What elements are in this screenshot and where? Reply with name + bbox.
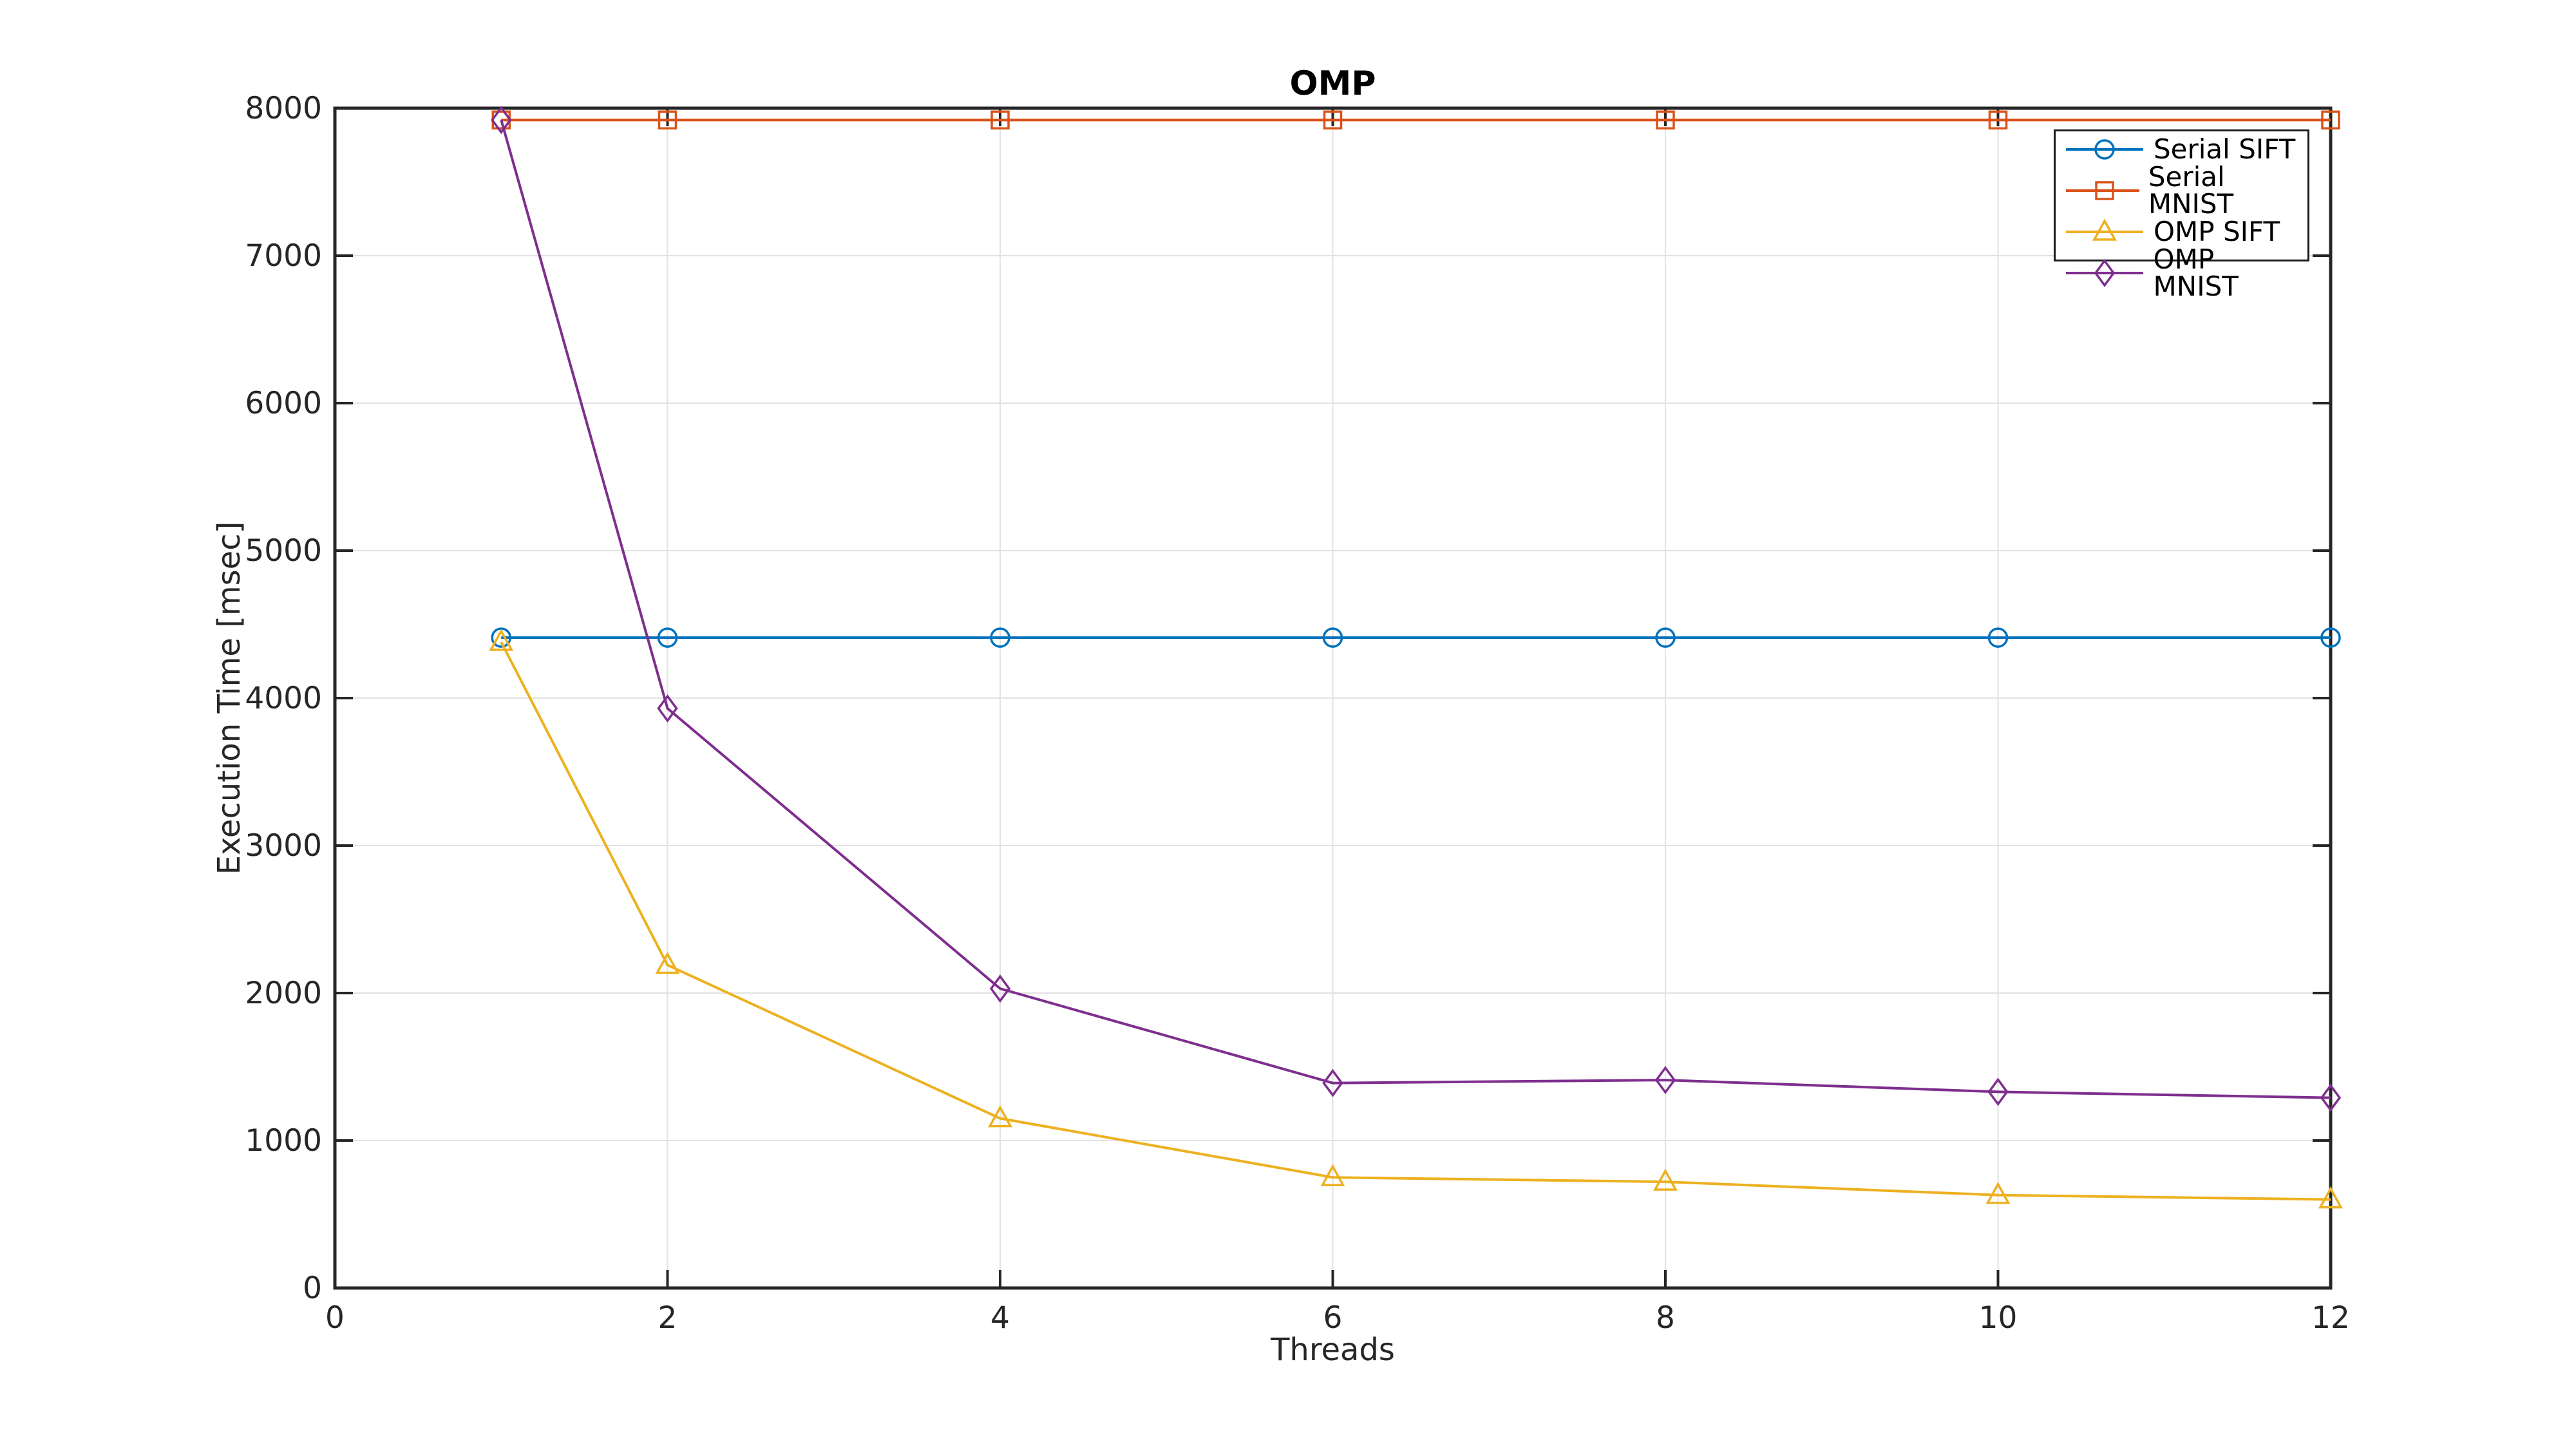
x-tick-label: 12 [2311, 1300, 2350, 1336]
series-omp-mnist [491, 106, 2342, 1112]
y-tick-label: 4000 [245, 681, 322, 716]
legend-sample-square-icon [2066, 181, 2139, 200]
y-tick-label: 5000 [245, 533, 322, 569]
series-serial-mnist [491, 110, 2340, 130]
y-tick-label: 3000 [245, 828, 322, 864]
circle-marker [2094, 139, 2115, 160]
diamond-marker [989, 974, 1011, 1003]
y-tick-label: 6000 [245, 386, 322, 421]
diamond-marker [1654, 1066, 1676, 1095]
y-axis-label: Execution Time [msec] [211, 521, 247, 875]
legend-label: OMP SIFT [2154, 216, 2280, 247]
x-tick-label: 6 [1323, 1300, 1343, 1336]
square-marker [1323, 110, 1343, 130]
legend-item: Serial MNIST [2065, 164, 2307, 218]
circle-marker [657, 627, 678, 648]
diamond-marker [1987, 1077, 2009, 1106]
circle-marker [1987, 627, 2009, 648]
legend-sample-triangle-up-icon [2066, 218, 2143, 241]
diamond-marker [1322, 1068, 1343, 1097]
series-line [500, 119, 2331, 1099]
circle-marker [1322, 627, 1343, 648]
legend-label: Serial MNIST [2148, 161, 2234, 220]
legend-sample-circle-icon [2066, 139, 2143, 160]
circle-marker [2320, 627, 2341, 648]
y-tick-label: 1000 [245, 1123, 322, 1159]
x-tick-labels: 0 2 4 6 8 10 12 [325, 1300, 2350, 1336]
legend-item: OMP MNIST [2065, 246, 2307, 300]
y-tick-label: 7000 [245, 238, 322, 274]
x-tick-label: 2 [658, 1300, 677, 1336]
series-omp-sift [489, 629, 2343, 1209]
series-serial-sift [491, 627, 2341, 648]
triangle-up-marker [2318, 1186, 2343, 1209]
diamond-marker [657, 694, 678, 723]
circle-marker [1655, 627, 1676, 648]
y-tick-labels: 0 1000 2000 3000 4000 5000 6000 7000 8000 [245, 91, 322, 1306]
legend: Serial SIFT Serial MNIST OMP SIFT OMP MNIST [2054, 129, 2309, 300]
legend-sample-diamond-icon [2066, 259, 2143, 287]
x-axis-label: Threads [1271, 1332, 1395, 1368]
y-tick-label: 8000 [245, 91, 322, 126]
circle-marker [990, 627, 1010, 648]
y-tick-label: 0 [303, 1271, 322, 1306]
triangle-up-marker [1320, 1164, 1345, 1186]
grid [335, 108, 2331, 1288]
x-tick-label: 10 [1979, 1300, 2018, 1336]
square-marker [2321, 110, 2340, 130]
diamond-marker [491, 106, 512, 135]
legend-item: Serial SIFT [2065, 135, 2307, 164]
y-tick-label: 2000 [245, 976, 322, 1011]
triangle-up-marker [1985, 1182, 2011, 1204]
circle-marker [491, 627, 511, 648]
triangle-up-marker [1653, 1168, 1678, 1191]
triangle-up-marker [2092, 218, 2117, 241]
x-tick-label: 8 [1656, 1300, 1675, 1336]
legend-item: OMP SIFT [2065, 218, 2307, 246]
chart-title: OMP [1289, 64, 1376, 103]
x-tick-label: 4 [990, 1300, 1010, 1336]
square-marker [658, 110, 677, 130]
x-tick-label: 0 [325, 1300, 345, 1336]
diamond-marker [2320, 1083, 2342, 1112]
triangle-up-marker [489, 629, 514, 651]
square-marker [1656, 110, 1675, 130]
square-marker [2095, 181, 2114, 200]
square-marker [990, 110, 1010, 130]
legend-label: OMP MNIST [2153, 243, 2239, 302]
series-line [500, 641, 2331, 1201]
diamond-marker [2094, 259, 2116, 287]
triangle-up-marker [655, 951, 680, 974]
triangle-up-marker [988, 1105, 1012, 1128]
square-marker [1988, 110, 2008, 130]
legend-label: Serial SIFT [2154, 133, 2296, 165]
